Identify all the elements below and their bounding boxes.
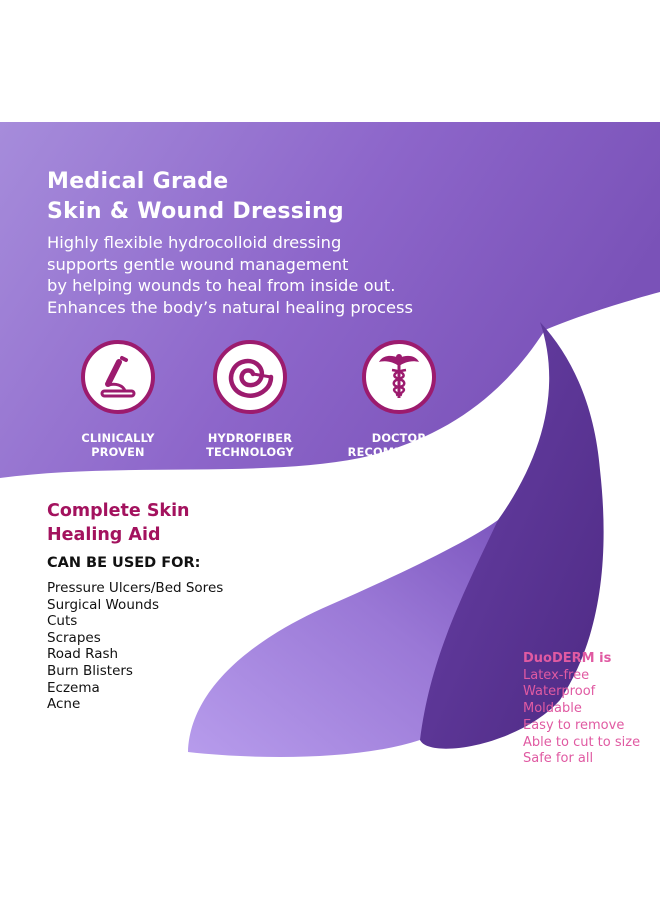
spiral-icon [228,358,274,398]
list-item: Moldable [523,701,582,717]
badge-doctor-recommended: DOCTOR RECOMMENDED [329,340,469,459]
list-item: Burn Blisters [47,662,133,679]
list-item: Able to cut to size [523,734,641,750]
list-item: Latex-free [523,667,590,683]
badge-hydrofiber-technology: HYDROFIBER TECHNOLOGY [180,340,320,459]
subhead-line-2: Healing Aid [47,525,161,545]
list-item: Surgical Wounds [47,596,160,613]
list-item: Eczema [47,679,100,696]
list-item: Safe for all [523,751,594,767]
caduceus-icon [379,354,419,398]
badge-label-line-1: DOCTOR [371,432,427,445]
intro-line-2: supports gentle wound management [47,254,349,274]
list-item: Cuts [47,613,78,630]
badge-label-line-2: TECHNOLOGY [206,445,294,459]
badge-label-line-1: CLINICALLY [81,432,155,445]
badge-clinically-proven: CLINICALLY PROVEN [48,340,188,459]
duoderm-title: DuoDERM is [523,651,612,666]
microscope-icon [100,356,136,398]
list-item: Easy to remove [523,717,625,733]
badge-label: CLINICALLY PROVEN [48,432,188,459]
uses-list: Pressure Ulcers/Bed Sores Surgical Wound… [47,580,223,713]
badge-ring [81,340,155,414]
list-item: Scrapes [47,629,101,646]
list-item: Acne [47,696,81,713]
list-item: Pressure Ulcers/Bed Sores [47,580,224,596]
badge-label: HYDROFIBER TECHNOLOGY [180,432,320,459]
badge-ring [213,340,287,414]
section-heading: Complete Skin Healing Aid [47,499,190,547]
badge-ring [362,340,436,414]
list-item: Waterproof [523,684,596,700]
list-item: Road Rash [47,646,119,663]
duoderm-features: DuoDERM is Latex-free Waterproof Moldabl… [523,651,640,768]
badge-label-line-1: HYDROFIBER [207,432,293,445]
intro-line-3: by helping wounds to heal from inside ou… [47,276,396,295]
badge-label: DOCTOR RECOMMENDED [329,432,469,459]
uses-title: CAN BE USED FOR: [47,555,201,571]
intro-line-1: Highly flexible hydrocolloid dressing [47,233,342,252]
duoderm-list: Latex-free Waterproof Moldable Easy to r… [523,668,640,768]
badge-label-line-2: RECOMMENDED [347,445,451,459]
subhead-line-1: Complete Skin [47,501,190,521]
intro-line-4: Enhances the body’s natural healing proc… [47,297,413,317]
intro-paragraph: Highly flexible hydrocolloid dressing su… [47,232,413,318]
headline-line-1: Medical Grade [47,169,229,194]
page-title: Medical Grade Skin & Wound Dressing [47,167,344,227]
badge-label-line-2: PROVEN [91,445,145,459]
headline-line-2: Skin & Wound Dressing [47,199,344,224]
